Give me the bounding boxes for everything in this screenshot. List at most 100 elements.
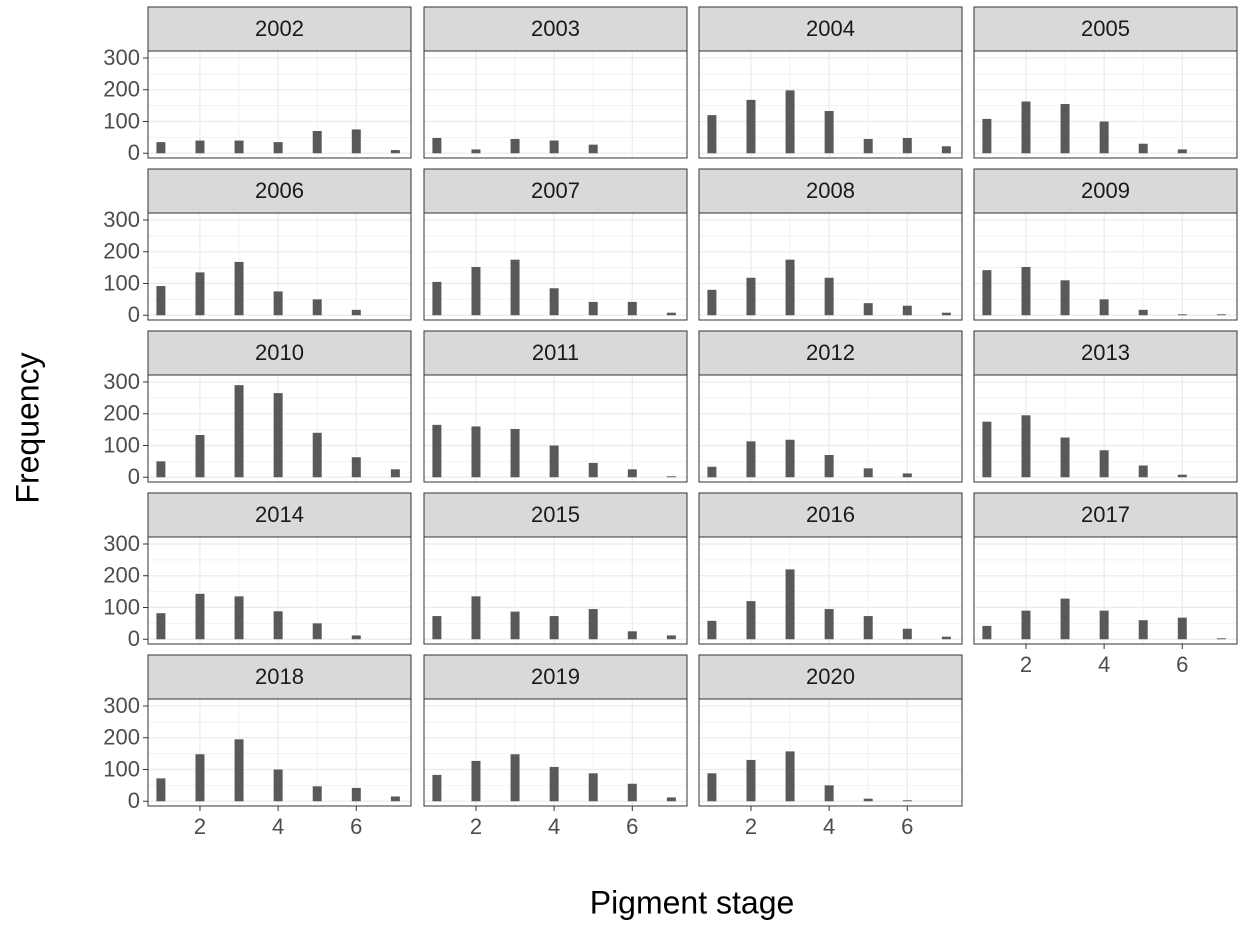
bar <box>1021 266 1031 316</box>
strip <box>423 492 688 538</box>
strip <box>423 168 688 214</box>
bar <box>156 286 166 316</box>
y-tick-label: 200 <box>103 725 140 750</box>
bar <box>351 129 361 154</box>
strip <box>698 6 963 52</box>
strip <box>147 330 412 376</box>
bar <box>588 301 598 316</box>
y-tick-label: 300 <box>103 531 140 556</box>
strip <box>423 330 688 376</box>
panel-border <box>147 536 412 645</box>
bar <box>746 601 756 640</box>
bar <box>746 277 756 316</box>
strip-title: 2020 <box>806 664 855 689</box>
strip-title: 2007 <box>531 178 580 203</box>
bar <box>785 259 795 316</box>
y-tick-label: 200 <box>103 401 140 426</box>
panel-border <box>973 374 1238 483</box>
strip <box>147 168 412 214</box>
bar <box>1177 617 1187 640</box>
x-tick-label: 2 <box>194 814 206 839</box>
strip-title: 2019 <box>531 664 580 689</box>
y-tick-label: 100 <box>103 270 140 295</box>
y-tick-label: 0 <box>128 788 140 813</box>
x-tick-label: 4 <box>1098 652 1110 677</box>
strip-title: 2009 <box>1081 178 1130 203</box>
bar <box>627 301 637 316</box>
bar <box>902 628 912 640</box>
strip <box>423 654 688 700</box>
bar <box>390 469 400 478</box>
bar <box>746 99 756 154</box>
bar <box>273 769 283 802</box>
x-tick-label: 4 <box>548 814 560 839</box>
y-tick-label: 200 <box>103 563 140 588</box>
bar <box>1177 314 1187 316</box>
bar <box>707 773 717 802</box>
bar <box>549 445 559 478</box>
bar <box>432 774 442 802</box>
bar <box>707 289 717 316</box>
bar <box>1060 598 1070 640</box>
bar <box>1138 143 1148 154</box>
x-tick-label: 2 <box>745 814 757 839</box>
bar <box>1138 620 1148 640</box>
bar <box>195 272 205 316</box>
panel-border <box>423 50 688 159</box>
bar <box>982 421 992 478</box>
bar <box>785 569 795 640</box>
bar <box>390 796 400 802</box>
strip-title: 2003 <box>531 16 580 41</box>
y-tick-label: 0 <box>128 464 140 489</box>
bar <box>432 137 442 154</box>
bar <box>1216 638 1226 640</box>
bar <box>902 305 912 316</box>
bar <box>1177 149 1187 154</box>
bar <box>863 138 873 154</box>
bar <box>1138 309 1148 316</box>
bar <box>390 150 400 154</box>
bar <box>863 303 873 316</box>
bar <box>273 291 283 316</box>
x-tick-label: 6 <box>350 814 362 839</box>
panel-border <box>973 50 1238 159</box>
bar <box>273 393 283 478</box>
bar <box>1021 101 1031 154</box>
bar <box>1060 104 1070 154</box>
bar <box>1060 437 1070 478</box>
bar <box>627 631 637 640</box>
bar <box>666 797 676 802</box>
strip-title: 2015 <box>531 502 580 527</box>
bar <box>195 140 205 154</box>
panel-border <box>423 212 688 321</box>
panel-border <box>698 212 963 321</box>
strip <box>973 168 1238 214</box>
y-tick-label: 300 <box>103 369 140 394</box>
y-axis-title: Frequency <box>9 352 45 503</box>
bar <box>510 611 520 640</box>
y-tick-label: 300 <box>103 45 140 70</box>
bar <box>471 760 481 802</box>
bar <box>785 439 795 478</box>
panel-background <box>148 51 411 158</box>
bar <box>902 473 912 478</box>
y-tick-label: 0 <box>128 302 140 327</box>
panel-border <box>147 50 412 159</box>
y-tick-label: 100 <box>103 432 140 457</box>
bar <box>432 424 442 478</box>
panel-border <box>973 536 1238 645</box>
bar <box>156 461 166 478</box>
strip <box>423 6 688 52</box>
bar <box>471 266 481 316</box>
bar <box>549 288 559 316</box>
strip-title: 2002 <box>255 16 304 41</box>
bar <box>863 798 873 802</box>
panel-border <box>698 50 963 159</box>
bar <box>824 455 834 478</box>
strip-title: 2011 <box>532 340 579 365</box>
bar <box>510 428 520 478</box>
bar <box>627 783 637 802</box>
y-tick-label: 300 <box>103 693 140 718</box>
strip-title: 2005 <box>1081 16 1130 41</box>
bar <box>1177 474 1187 478</box>
